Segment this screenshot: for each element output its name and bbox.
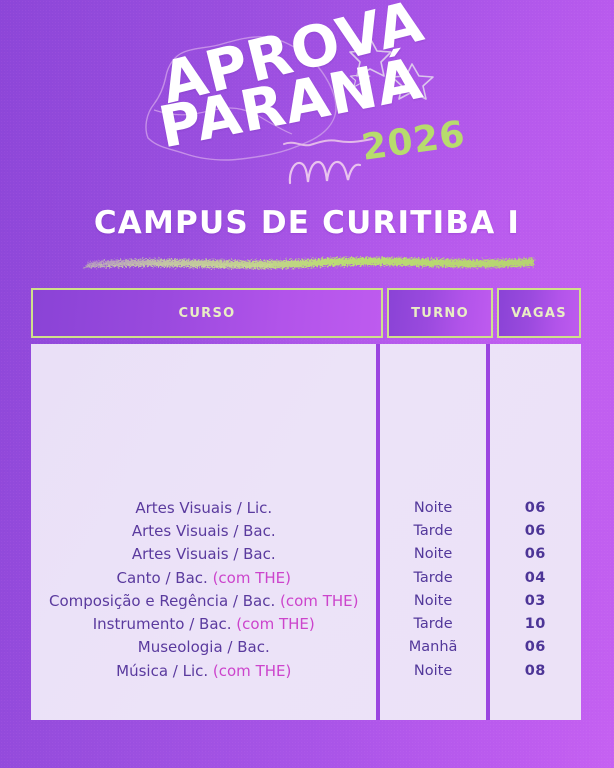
table-header-row: CURSO TURNO VAGAS — [31, 288, 581, 338]
course-name: Artes Visuais / Bac. — [131, 521, 276, 540]
cell-vagas: 06 — [524, 522, 546, 539]
cell-turno: Tarde — [413, 616, 453, 633]
column-header-curso: CURSO — [31, 288, 383, 338]
cell-vagas: 06 — [524, 639, 546, 656]
table-column-curso: Artes Visuais / Lic. Artes Visuais / Bac.… — [31, 344, 376, 720]
the-badge: (com THE) — [275, 591, 359, 610]
course-name: Artes Visuais / Lic. — [135, 498, 273, 517]
cell-turno: Noite — [413, 546, 453, 563]
column-divider-2 — [485, 344, 490, 720]
table-column-turno: Noite Tarde Noite Tarde Noite Tarde Manhã Noite — [380, 344, 485, 720]
column-header-vagas: VAGAS — [497, 288, 581, 338]
course-name: Canto / Bac. — [116, 568, 208, 587]
squiggle-doodle-icon — [283, 138, 373, 185]
column-divider-1 — [376, 344, 381, 720]
cell-vagas: 04 — [524, 569, 546, 586]
cell-vagas: 06 — [524, 546, 546, 563]
cell-vagas: 06 — [524, 499, 546, 516]
course-name: Instrumento / Bac. — [92, 615, 232, 634]
course-name: Música / Lic. — [116, 661, 209, 680]
cell-curso: Artes Visuais / Bac. — [31, 543, 376, 566]
vagas-cells: 06 06 06 04 03 10 06 08 — [490, 496, 581, 682]
table-body: Artes Visuais / Lic. Artes Visuais / Bac.… — [31, 344, 581, 720]
logo-block: APROVA PARANÁ 2026 — [0, 0, 614, 200]
cell-curso: Museologia / Bac. — [31, 636, 376, 659]
course-table: CURSO TURNO VAGAS Artes Visuais / Lic. Ar… — [31, 288, 581, 720]
stars-doodle-icon — [349, 37, 434, 100]
curso-cells: Artes Visuais / Lic. Artes Visuais / Bac.… — [31, 496, 376, 682]
the-badge: (com THE) — [231, 615, 315, 634]
parana-map-outline-icon — [145, 36, 337, 161]
cell-curso: Composição e Regência / Bac. (com THE) — [31, 589, 376, 612]
table-column-vagas: 06 06 06 04 03 10 06 08 — [490, 344, 581, 720]
the-badge: (com THE) — [208, 661, 292, 680]
page-title: CAMPUS DE CURITIBA I — [93, 205, 521, 241]
cell-curso: Música / Lic. (com THE) — [31, 659, 376, 682]
cell-turno: Tarde — [413, 522, 453, 539]
cell-curso: Artes Visuais / Lic. — [31, 496, 376, 519]
cell-curso: Instrumento / Bac. (com THE) — [31, 612, 376, 635]
cell-vagas: 08 — [524, 662, 546, 679]
the-badge: (com THE) — [207, 568, 291, 587]
turno-cells: Noite Tarde Noite Tarde Noite Tarde Manhã Noite — [380, 496, 485, 682]
course-name: Composição e Regência / Bac. — [49, 591, 276, 610]
cell-turno: Noite — [413, 662, 453, 679]
course-name: Artes Visuais / Bac. — [131, 545, 276, 564]
column-header-turno: TURNO — [387, 288, 493, 338]
cell-turno: Manhã — [408, 639, 458, 656]
cell-turno: Noite — [413, 499, 453, 516]
course-name: Museologia / Bac. — [137, 638, 270, 657]
cell-turno: Noite — [413, 592, 453, 609]
brushstroke-underline-icon — [83, 257, 534, 269]
cell-curso: Canto / Bac. (com THE) — [31, 566, 376, 589]
cell-curso: Artes Visuais / Bac. — [31, 519, 376, 542]
cell-turno: Tarde — [413, 569, 453, 586]
cell-vagas: 10 — [524, 616, 546, 633]
cell-vagas: 03 — [524, 592, 546, 609]
